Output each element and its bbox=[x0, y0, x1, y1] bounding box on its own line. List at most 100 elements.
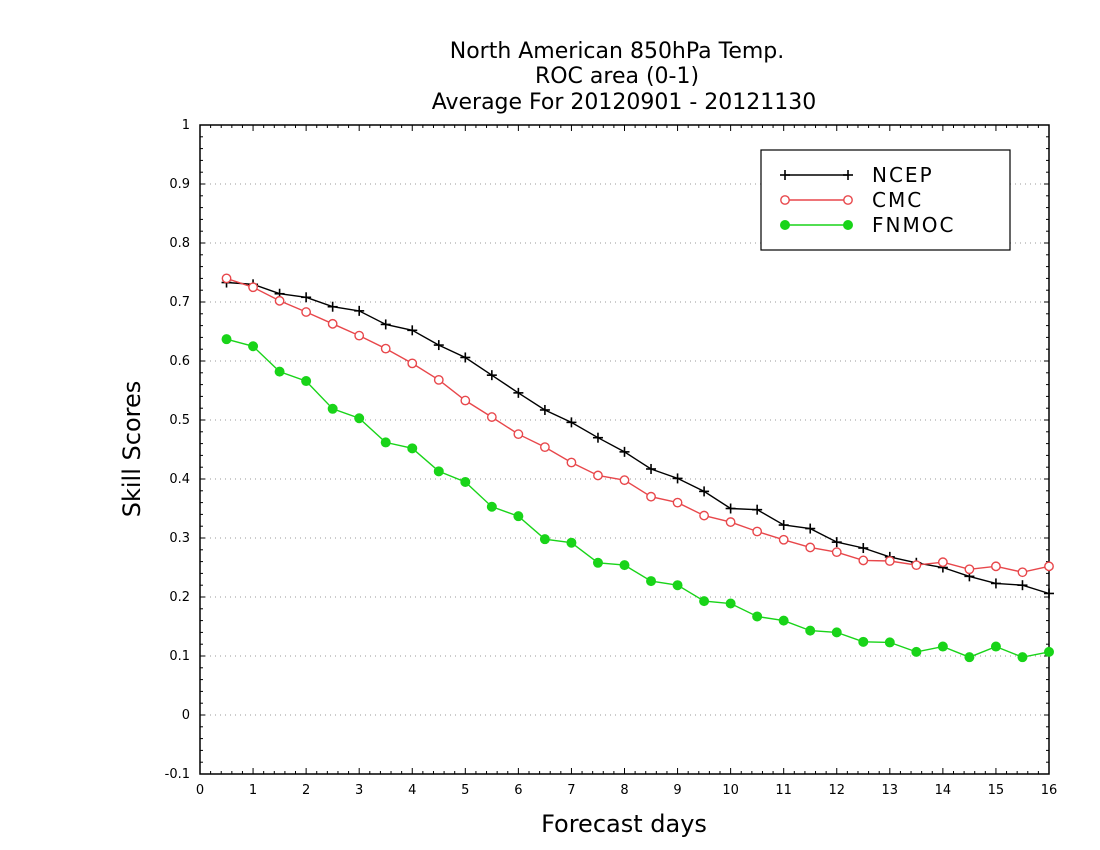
data-point-cmc bbox=[805, 542, 816, 553]
data-point-cmc bbox=[778, 534, 789, 545]
data-point-fnmoc bbox=[274, 366, 285, 377]
legend-item-cmc: CMC bbox=[780, 188, 921, 212]
data-point-fnmoc bbox=[460, 476, 471, 487]
y-tick-label: 0.8 bbox=[169, 236, 190, 251]
data-point-fnmoc bbox=[407, 443, 418, 454]
x-tick-label: 4 bbox=[408, 783, 416, 798]
data-point-cmc bbox=[884, 556, 895, 566]
y-tick-label: 0.3 bbox=[169, 531, 190, 546]
chart-title-line-3: Average For 20120901 - 20121130 bbox=[432, 90, 817, 115]
data-point-fnmoc bbox=[221, 334, 232, 345]
data-point-ncep bbox=[301, 292, 312, 303]
data-point-cmc bbox=[513, 429, 524, 440]
data-point-fnmoc bbox=[327, 403, 338, 414]
data-point-fnmoc bbox=[248, 341, 259, 352]
data-point-fnmoc bbox=[858, 636, 869, 647]
data-point-fnmoc bbox=[990, 641, 1001, 652]
data-point-ncep bbox=[858, 543, 869, 554]
data-point-ncep bbox=[1017, 580, 1028, 591]
data-point-fnmoc bbox=[486, 501, 497, 512]
y-tick-label: 0 bbox=[182, 708, 190, 723]
series-line-cmc bbox=[226, 277, 1050, 573]
data-point-fnmoc bbox=[964, 652, 975, 663]
legend-marker-ncep bbox=[843, 170, 853, 180]
y-axis-label: Skill Scores bbox=[118, 381, 146, 518]
data-point-fnmoc bbox=[354, 413, 365, 424]
data-point-cmc bbox=[646, 491, 656, 502]
data-point-cmc bbox=[380, 343, 391, 354]
data-point-ncep bbox=[619, 446, 630, 457]
data-point-fnmoc bbox=[725, 598, 736, 609]
x-tick-label: 8 bbox=[620, 783, 628, 798]
data-point-ncep bbox=[752, 504, 763, 515]
x-tick-label: 15 bbox=[988, 783, 1005, 798]
data-point-ncep bbox=[805, 523, 816, 534]
data-point-fnmoc bbox=[513, 511, 524, 522]
legend-marker-cmc bbox=[780, 195, 790, 205]
y-tick-label: 0.6 bbox=[169, 354, 190, 369]
series-line-ncep bbox=[226, 281, 1050, 595]
legend-label-fnmoc: FNMOC bbox=[872, 213, 955, 237]
data-point-cmc bbox=[301, 307, 312, 317]
data-point-ncep bbox=[460, 352, 471, 363]
series-layer bbox=[221, 273, 1054, 663]
legend-marker-fnmoc bbox=[780, 220, 790, 230]
legend-label-ncep: NCEP bbox=[872, 163, 934, 187]
data-point-ncep bbox=[699, 486, 710, 497]
x-tick-label: 5 bbox=[461, 783, 469, 798]
data-point-fnmoc bbox=[831, 627, 842, 638]
x-tick-label: 16 bbox=[1041, 783, 1058, 798]
x-axis-label: Forecast days bbox=[541, 810, 707, 838]
x-tick-label: 0 bbox=[196, 783, 204, 798]
data-point-ncep bbox=[327, 301, 338, 312]
data-point-cmc bbox=[1044, 561, 1054, 572]
data-point-cmc bbox=[672, 497, 683, 508]
data-point-fnmoc bbox=[672, 580, 683, 591]
data-point-cmc bbox=[858, 555, 869, 566]
data-point-ncep bbox=[831, 537, 842, 548]
data-point-fnmoc bbox=[433, 466, 444, 477]
data-point-cmc bbox=[725, 517, 736, 527]
data-point-cmc bbox=[619, 475, 630, 486]
data-point-ncep bbox=[513, 387, 524, 398]
y-tick-label: -0.1 bbox=[165, 767, 190, 782]
data-point-cmc bbox=[540, 442, 550, 453]
series-cmc bbox=[221, 273, 1054, 578]
data-point-fnmoc bbox=[1017, 652, 1028, 663]
data-point-cmc bbox=[1017, 567, 1028, 578]
data-point-fnmoc bbox=[1044, 646, 1054, 657]
data-point-cmc bbox=[699, 510, 709, 521]
data-point-cmc bbox=[566, 457, 577, 468]
y-tick-label: 0.2 bbox=[169, 590, 190, 605]
legend-marker-fnmoc bbox=[843, 220, 853, 230]
data-point-cmc bbox=[991, 561, 1001, 572]
legend-marker-cmc bbox=[843, 195, 853, 205]
data-point-cmc bbox=[248, 282, 258, 293]
data-point-fnmoc bbox=[752, 611, 763, 622]
series-fnmoc bbox=[221, 334, 1054, 663]
data-point-fnmoc bbox=[937, 641, 948, 652]
y-tick-label: 0.7 bbox=[169, 295, 190, 310]
x-tick-label: 9 bbox=[673, 783, 681, 798]
data-point-ncep bbox=[1044, 588, 1054, 599]
data-point-cmc bbox=[831, 547, 842, 558]
data-point-cmc bbox=[460, 395, 471, 406]
data-point-ncep bbox=[433, 340, 444, 351]
data-point-ncep bbox=[778, 520, 789, 531]
data-point-fnmoc bbox=[539, 534, 550, 545]
data-point-fnmoc bbox=[592, 557, 603, 568]
data-point-fnmoc bbox=[805, 625, 816, 636]
legend-marker-ncep bbox=[780, 170, 790, 180]
data-point-ncep bbox=[380, 319, 391, 330]
data-point-cmc bbox=[407, 358, 418, 369]
data-point-cmc bbox=[433, 374, 444, 385]
series-ncep bbox=[221, 277, 1054, 599]
y-tick-label: 0.5 bbox=[169, 413, 190, 428]
legend-item-ncep: NCEP bbox=[780, 163, 934, 187]
data-point-cmc bbox=[486, 412, 497, 422]
data-point-cmc bbox=[964, 564, 975, 575]
y-tick-label: 1 bbox=[182, 118, 190, 133]
x-tick-label: 13 bbox=[882, 783, 899, 798]
